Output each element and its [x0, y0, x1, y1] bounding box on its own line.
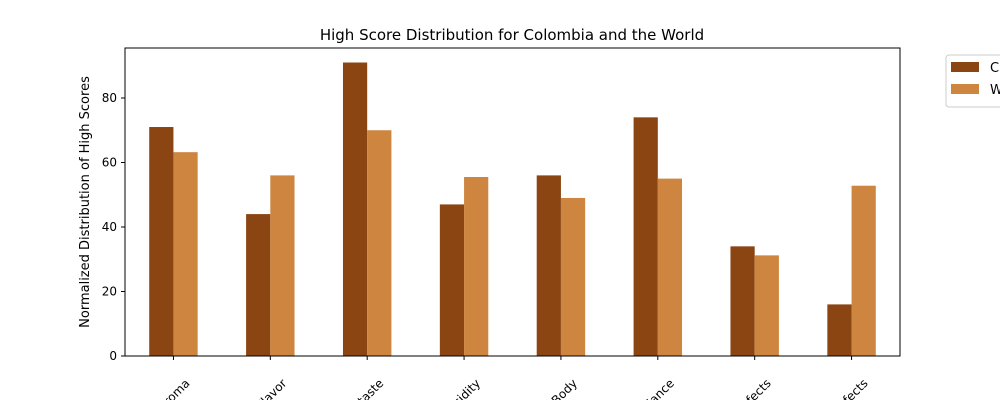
- x-tick-label: Flavor: [253, 376, 289, 400]
- bar: [657, 178, 683, 356]
- x-tick-label: Body: [549, 376, 580, 400]
- y-tick-label: 40: [102, 220, 117, 234]
- chart-title: High Score Distribution for Colombia and…: [320, 26, 704, 44]
- x-tick-label: Aroma: [155, 376, 193, 400]
- bar: [173, 152, 198, 356]
- bar: [367, 130, 392, 356]
- bar: [149, 127, 174, 356]
- bar: [439, 204, 465, 356]
- bar: [754, 255, 779, 356]
- bar: [464, 177, 489, 356]
- y-tick-label: 80: [102, 91, 117, 105]
- bar: [827, 304, 852, 356]
- legend-label: C: [990, 61, 999, 76]
- legend-label: W: [990, 83, 1000, 98]
- bar: [536, 175, 561, 356]
- plot-frame: [124, 47, 901, 357]
- bar: [560, 197, 586, 356]
- plot-area: 0 20 40 60 80 Aroma Flavor rtaste Acidity Body lan…: [102, 47, 901, 405]
- x-tick-label: efects: [738, 376, 774, 400]
- y-tick-label: 0: [109, 349, 117, 363]
- x-tick-label: lance: [644, 376, 677, 400]
- bar: [730, 246, 755, 356]
- legend: CW: [945, 54, 1000, 108]
- y-tick-label: 20: [102, 284, 117, 298]
- y-axis-label: Normalized Distribution of High Scores: [78, 76, 93, 328]
- x-tick-label: Acidity: [445, 376, 484, 400]
- bar: [851, 185, 876, 356]
- legend-swatch: [951, 62, 979, 72]
- x-tick-label: efects: [835, 376, 871, 400]
- bar: [342, 62, 368, 356]
- legend-swatch: [951, 84, 979, 94]
- x-tick-label: rtaste: [351, 376, 386, 400]
- bar: [633, 117, 658, 356]
- bar: [246, 214, 271, 356]
- bar: [270, 175, 295, 356]
- y-tick-label: 60: [102, 155, 117, 169]
